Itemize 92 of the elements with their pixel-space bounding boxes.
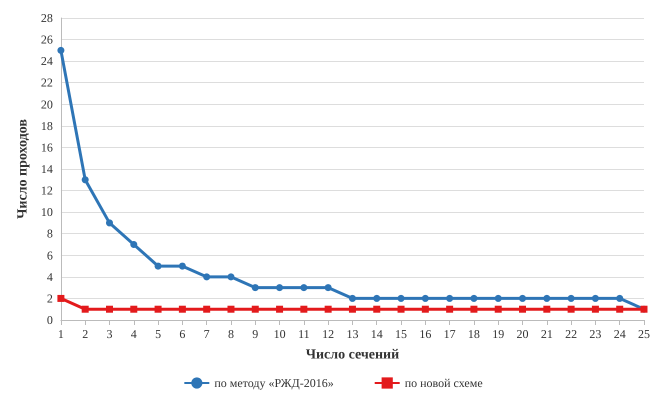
point	[106, 306, 113, 313]
point	[568, 306, 575, 313]
x-axis-title: Число сечений	[306, 348, 400, 362]
y-tick-label: 26	[40, 32, 53, 47]
x-tick-label: 15	[395, 327, 408, 341]
x-tick-label: 9	[252, 327, 258, 341]
point	[373, 294, 380, 302]
y-tick-label: 6	[46, 248, 53, 262]
point	[154, 262, 162, 270]
point	[82, 176, 89, 184]
x-tick-label: 6	[179, 327, 186, 341]
point	[422, 294, 429, 302]
x-tick-label: 8	[228, 327, 234, 341]
point	[446, 294, 454, 302]
x-tick-label: 2	[82, 327, 88, 341]
point	[57, 294, 64, 302]
point	[203, 306, 210, 313]
point	[106, 219, 113, 226]
point	[616, 294, 624, 302]
point	[616, 306, 624, 313]
y-tick-label: 8	[46, 226, 53, 241]
point	[130, 241, 138, 248]
x-tick-label: 11	[298, 327, 310, 341]
point	[324, 284, 332, 292]
x-tick-label: 22	[565, 327, 578, 341]
point	[252, 284, 259, 292]
point	[519, 306, 526, 313]
y-tick-label: 12	[40, 184, 53, 198]
y-tick-label: 24	[40, 54, 53, 68]
x-tick-label: 4	[130, 327, 137, 341]
point	[398, 294, 405, 302]
point	[130, 306, 138, 313]
y-tick-label: 16	[40, 140, 53, 154]
y-tick-label: 20	[40, 97, 53, 112]
x-tick-label: 20	[516, 327, 529, 341]
x-tick-label: 18	[468, 327, 480, 341]
x-tick-label: 5	[155, 327, 162, 341]
x-tick-label: 25	[638, 327, 650, 341]
point	[543, 294, 550, 302]
point	[568, 294, 575, 302]
y-axis-title: Число проходов	[16, 118, 30, 219]
point	[178, 306, 186, 313]
legend-label: по методу «РЖД-2016»	[214, 376, 334, 390]
y-tick-label: 14	[40, 162, 53, 176]
x-tick-label: 21	[540, 327, 553, 341]
point	[592, 294, 599, 302]
point	[252, 306, 259, 313]
y-tick-label: 18	[40, 118, 53, 133]
point	[57, 46, 64, 54]
y-tick-label: 2	[46, 291, 53, 306]
point	[300, 284, 308, 292]
point	[494, 306, 502, 313]
point	[348, 306, 356, 313]
y-tick-label: 22	[40, 76, 53, 90]
point	[592, 306, 599, 313]
x-tick-label: 17	[444, 327, 456, 341]
x-tick-label: 3	[106, 327, 112, 341]
point	[276, 306, 284, 313]
point	[203, 273, 210, 280]
y-tick-label: 0	[46, 313, 53, 327]
x-tick-label: 19	[492, 327, 504, 341]
point	[324, 306, 332, 313]
x-tick-label: 24	[614, 327, 626, 341]
y-tick-label: 28	[40, 11, 53, 25]
point	[178, 262, 186, 270]
point	[300, 306, 308, 313]
point	[154, 306, 162, 313]
x-tick-label: 16	[419, 327, 432, 341]
point	[348, 294, 356, 302]
point	[494, 294, 502, 302]
point	[470, 306, 478, 313]
y-tick-label: 10	[40, 205, 53, 220]
x-tick-label: 23	[589, 327, 602, 341]
x-tick-label: 10	[274, 327, 286, 341]
point	[276, 284, 284, 292]
x-tick-label: 14	[370, 327, 383, 341]
point	[519, 294, 526, 302]
x-tick-label: 13	[346, 327, 358, 341]
point	[82, 306, 89, 313]
x-tick-label: 12	[322, 327, 334, 341]
point	[446, 306, 454, 313]
y-tick-label: 4	[46, 270, 53, 284]
point	[227, 306, 234, 313]
point	[543, 306, 550, 313]
point	[422, 306, 429, 313]
point	[470, 294, 478, 302]
point	[373, 306, 380, 313]
x-tick-label: 1	[58, 327, 64, 341]
point	[398, 306, 405, 313]
x-tick-label: 7	[204, 327, 210, 341]
legend-label: по новой схеме	[404, 376, 483, 390]
point	[227, 273, 234, 280]
